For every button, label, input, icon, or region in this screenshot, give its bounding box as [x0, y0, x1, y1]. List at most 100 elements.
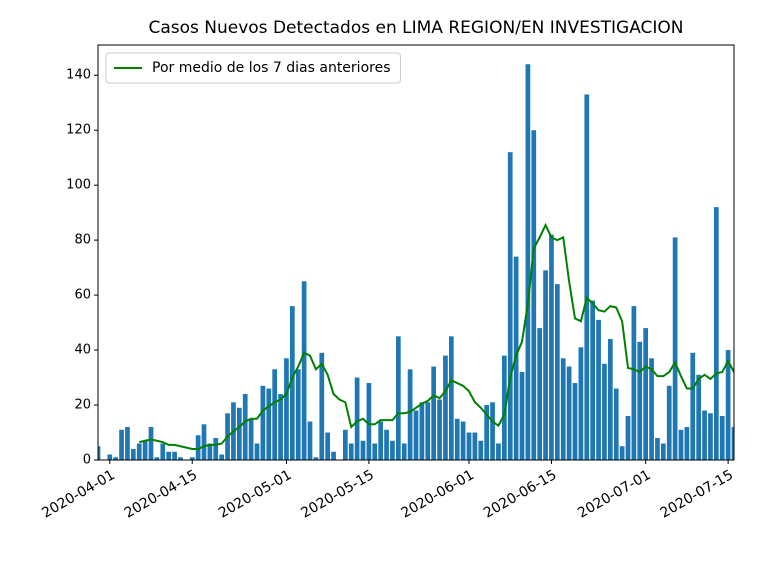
bar	[195, 435, 201, 460]
bar	[98, 446, 101, 460]
bar	[731, 427, 734, 460]
bar	[637, 341, 643, 460]
bar	[572, 383, 578, 460]
bar	[219, 454, 225, 460]
x-tick-label: 2020-05-15	[298, 467, 376, 522]
bar	[596, 319, 601, 460]
bar	[719, 416, 725, 460]
bar	[130, 449, 136, 460]
bar	[354, 377, 360, 460]
bar	[160, 443, 166, 460]
bar	[390, 440, 395, 460]
legend-label: Por medio de los 7 dias anteriores	[152, 60, 391, 76]
bar	[395, 336, 401, 460]
y-tick-label: 100	[66, 178, 91, 193]
bar	[649, 358, 654, 460]
bar	[384, 429, 389, 460]
y-tick-label: 40	[74, 343, 91, 358]
bar	[678, 429, 684, 460]
bar	[425, 402, 431, 460]
bar	[484, 405, 490, 460]
bar	[236, 407, 242, 460]
average-line	[138, 222, 734, 451]
bar	[372, 443, 378, 460]
x-tick-label: 2020-05-01	[216, 467, 294, 522]
bar	[472, 432, 478, 460]
bar	[460, 421, 466, 460]
bar	[266, 388, 272, 460]
bar	[531, 130, 537, 460]
bar	[566, 366, 572, 460]
bar	[213, 438, 219, 460]
bar	[448, 336, 454, 460]
bar	[207, 443, 213, 460]
bar	[702, 410, 707, 460]
bar	[466, 432, 472, 460]
bar	[666, 385, 672, 460]
plot-area	[98, 64, 734, 460]
bar	[378, 421, 384, 460]
bar	[660, 443, 666, 460]
bar	[708, 413, 713, 460]
bar	[348, 443, 354, 460]
bar	[272, 369, 278, 460]
bar	[119, 429, 124, 460]
bar	[172, 451, 177, 460]
bar	[201, 424, 207, 460]
bar	[419, 402, 425, 460]
bar	[496, 443, 501, 460]
bar	[342, 429, 348, 460]
bar	[301, 281, 307, 460]
bar	[507, 152, 513, 460]
bar	[248, 418, 254, 460]
bar	[655, 438, 660, 460]
bar	[613, 388, 619, 460]
x-tick-label: 2020-04-01	[39, 467, 117, 522]
bar	[242, 394, 248, 460]
bar	[684, 427, 690, 460]
bar	[537, 328, 543, 460]
bar	[142, 440, 148, 460]
bar	[136, 443, 142, 460]
y-tick-label: 20	[74, 398, 91, 413]
bar	[278, 394, 283, 460]
bar	[307, 421, 313, 460]
bar	[107, 454, 113, 460]
bar	[437, 399, 442, 460]
bar	[478, 440, 484, 460]
bar	[696, 374, 702, 460]
bar	[154, 457, 160, 460]
bar	[549, 234, 554, 460]
bar	[319, 352, 325, 460]
y-tick-label: 80	[74, 233, 91, 248]
bar	[672, 237, 678, 460]
bar	[454, 418, 460, 460]
bar	[584, 94, 590, 460]
axes-frame	[97, 44, 735, 461]
bar	[260, 385, 266, 460]
bar	[643, 328, 649, 460]
bar	[125, 427, 130, 460]
bar	[607, 339, 613, 460]
bar	[331, 451, 336, 460]
bar	[631, 306, 637, 460]
bar	[313, 457, 319, 460]
bar	[113, 457, 119, 460]
bar	[407, 369, 413, 460]
bar	[525, 64, 531, 460]
bar	[602, 363, 607, 460]
bar	[166, 451, 172, 460]
legend-box	[105, 52, 401, 84]
bar	[590, 300, 596, 460]
y-tick-label: 140	[66, 68, 91, 83]
y-tick-label: 120	[66, 123, 91, 138]
bar	[443, 355, 448, 460]
bar	[366, 383, 372, 460]
y-tick-label: 0	[83, 453, 91, 468]
bar	[325, 432, 331, 460]
bar	[501, 355, 507, 460]
bar	[284, 358, 289, 460]
bar	[519, 372, 525, 460]
bar	[401, 443, 407, 460]
